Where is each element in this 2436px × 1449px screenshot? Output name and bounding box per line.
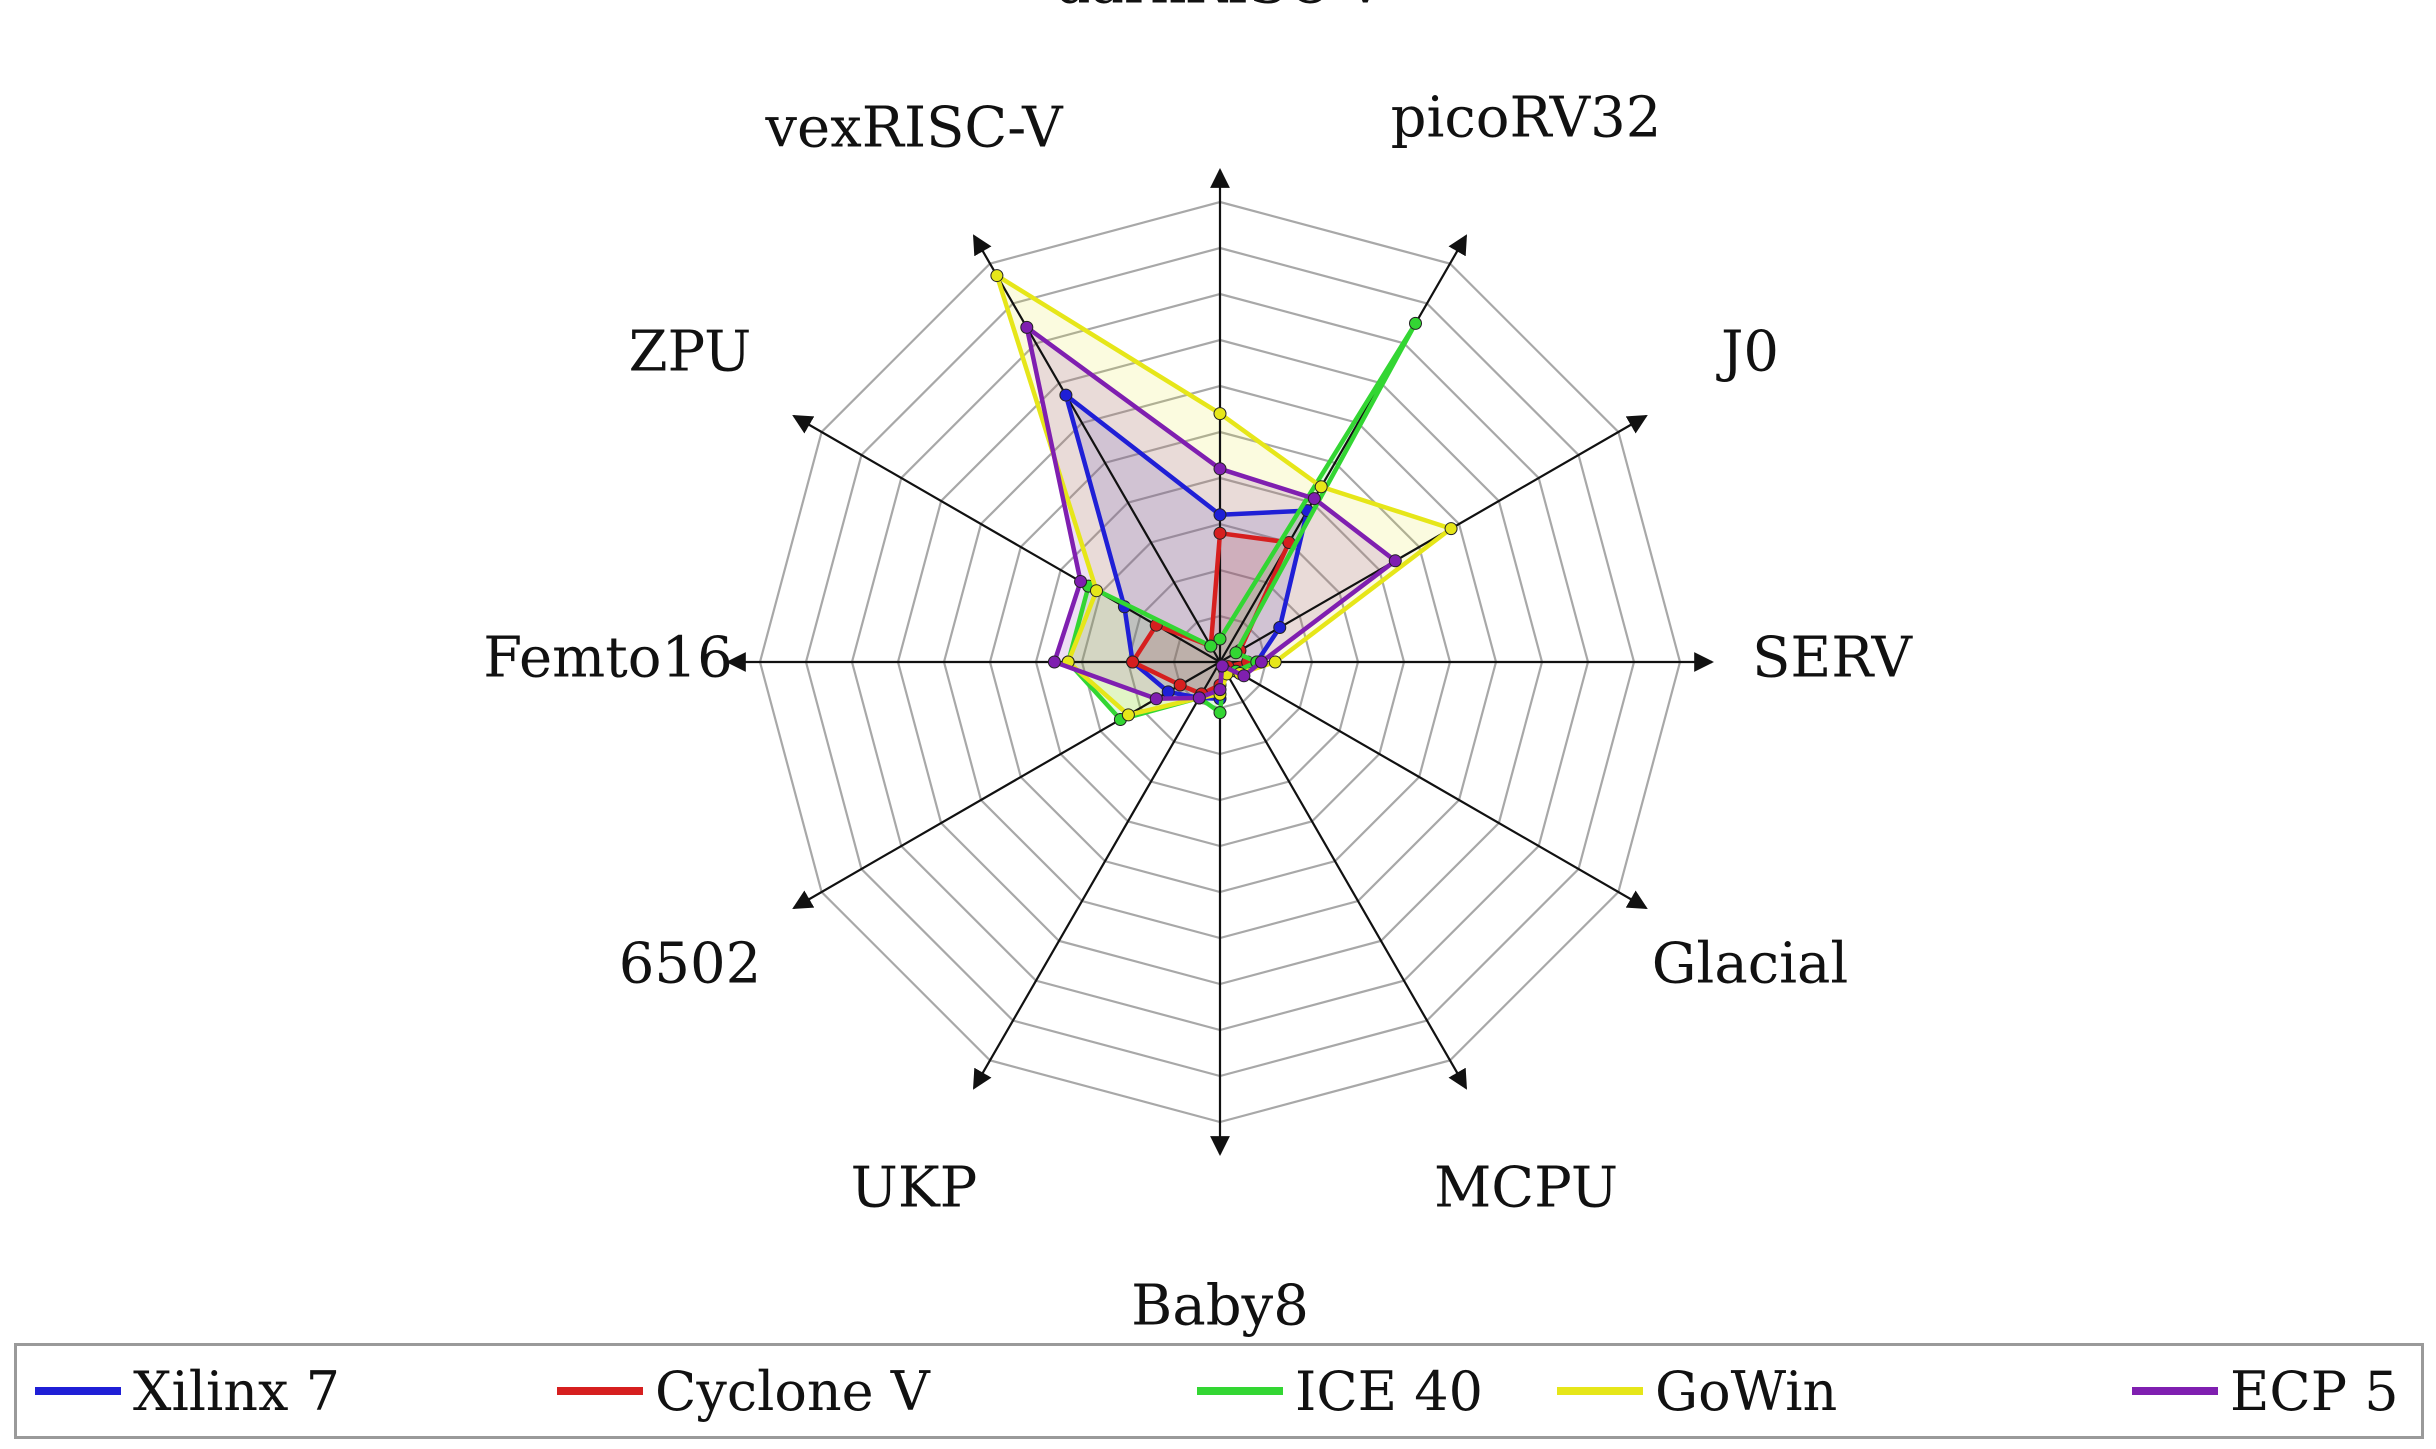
axis-zpu — [792, 415, 1221, 663]
legend-swatch-cyclone-v — [557, 1387, 643, 1395]
axis-label-glacial: Glacial — [1652, 932, 1849, 997]
point-ecp-5-femto16 — [1047, 655, 1061, 669]
legend-swatch-gowin — [1557, 1387, 1643, 1395]
legend-label: Cyclone V — [655, 1359, 930, 1423]
axis-label-vexrisc-v: vexRISC-V — [764, 95, 1064, 160]
point-ecp-5-mcpu — [1215, 659, 1229, 673]
axis-6502 — [792, 661, 1221, 909]
radar-axes — [726, 168, 1714, 1156]
point-cyclone-v-6502 — [1173, 678, 1187, 692]
point-ecp-5-picorv32 — [1307, 492, 1321, 506]
point-ice-40-j0 — [1229, 646, 1243, 660]
axis-vexrisc-v — [973, 234, 1221, 663]
point-xilinx-7-vexrisc-v — [1059, 388, 1073, 402]
point-ice-40-baby8 — [1213, 706, 1227, 720]
point-gowin-picorv32 — [1314, 480, 1328, 494]
axis-j0 — [1219, 415, 1648, 663]
axis-mcpu — [1219, 661, 1467, 1090]
point-ecp-5-j0 — [1388, 554, 1402, 568]
legend-swatch-ice-40 — [1197, 1387, 1283, 1395]
radar-chart: darkRISC-V picoRV32 J0 SERV Glacial MCPU Baby8… — [483, 0, 1913, 1339]
point-cyclone-v-darkrisc-v — [1213, 526, 1227, 540]
point-ice-40-picorv32 — [1409, 316, 1422, 330]
axis-label-baby8: Baby8 — [1131, 1274, 1309, 1339]
axis-label-mcpu: MCPU — [1434, 1156, 1618, 1221]
point-ecp-5-6502 — [1149, 692, 1163, 706]
axis-label-ukp: UKP — [851, 1156, 978, 1221]
axis-glacial — [1219, 661, 1648, 909]
legend-item-ice-40: ICE 40 — [1197, 1346, 1483, 1436]
series-lines — [990, 269, 1458, 726]
axis-picorv32 — [1219, 234, 1467, 663]
point-cyclone-v-femto16 — [1126, 655, 1140, 669]
point-ecp-5-zpu — [1074, 575, 1088, 588]
point-ice-40-vexrisc-v — [1204, 639, 1218, 653]
axis-label-serv: SERV — [1752, 626, 1913, 691]
point-ecp-5-vexrisc-v — [1020, 320, 1034, 334]
point-gowin-zpu — [1090, 584, 1104, 598]
series-area-xilinx-7 — [1065, 395, 1308, 699]
point-ice-40-darkrisc-v — [1213, 632, 1227, 646]
point-gowin-darkrisc-v — [1213, 407, 1227, 421]
point-gowin-6502 — [1121, 708, 1135, 722]
point-gowin-j0 — [1444, 522, 1458, 536]
axis-label-j0: J0 — [1716, 320, 1779, 385]
axis-labels: darkRISC-V picoRV32 J0 SERV Glacial MCPU Baby8… — [483, 0, 1913, 1339]
legend-swatch-ecp-5 — [2132, 1387, 2218, 1395]
point-ecp-5-darkrisc-v — [1213, 462, 1227, 476]
legend-item-gowin: GoWin — [1557, 1346, 1837, 1436]
series-area-cyclone-v — [1132, 533, 1289, 694]
point-ecp-5-serv — [1254, 655, 1268, 669]
axis-label-femto16: Femto16 — [483, 626, 733, 691]
point-gowin-serv — [1268, 655, 1282, 669]
point-gowin-vexrisc-v — [990, 269, 1004, 283]
point-xilinx-7-darkrisc-v — [1213, 508, 1227, 522]
chart-legend: Xilinx 7 Cyclone V ICE 40 GoWin ECP 5 — [14, 1343, 2424, 1439]
point-ecp-5-ukp — [1192, 691, 1206, 705]
legend-item-ecp-5: ECP 5 — [2132, 1346, 2399, 1436]
point-ecp-5-glacial — [1237, 669, 1251, 683]
legend-label: ICE 40 — [1295, 1359, 1483, 1423]
axis-label-zpu: ZPU — [629, 320, 752, 385]
axis-label-darkrisc-v: darkRISC-V — [1055, 0, 1387, 17]
axis-ukp — [973, 661, 1221, 1090]
point-ecp-5-baby8 — [1213, 683, 1227, 697]
point-xilinx-7-6502 — [1161, 685, 1175, 699]
axis-label-6502: 6502 — [619, 932, 762, 997]
legend-swatch-xilinx-7 — [35, 1387, 121, 1395]
point-xilinx-7-j0 — [1273, 621, 1287, 634]
legend-item-xilinx-7: Xilinx 7 — [35, 1346, 340, 1436]
legend-label: Xilinx 7 — [133, 1359, 341, 1423]
legend-item-cyclone-v: Cyclone V — [557, 1346, 930, 1436]
axis-label-picorv32: picoRV32 — [1391, 85, 1662, 150]
legend-label: ECP 5 — [2230, 1359, 2399, 1423]
legend-label: GoWin — [1655, 1359, 1838, 1423]
